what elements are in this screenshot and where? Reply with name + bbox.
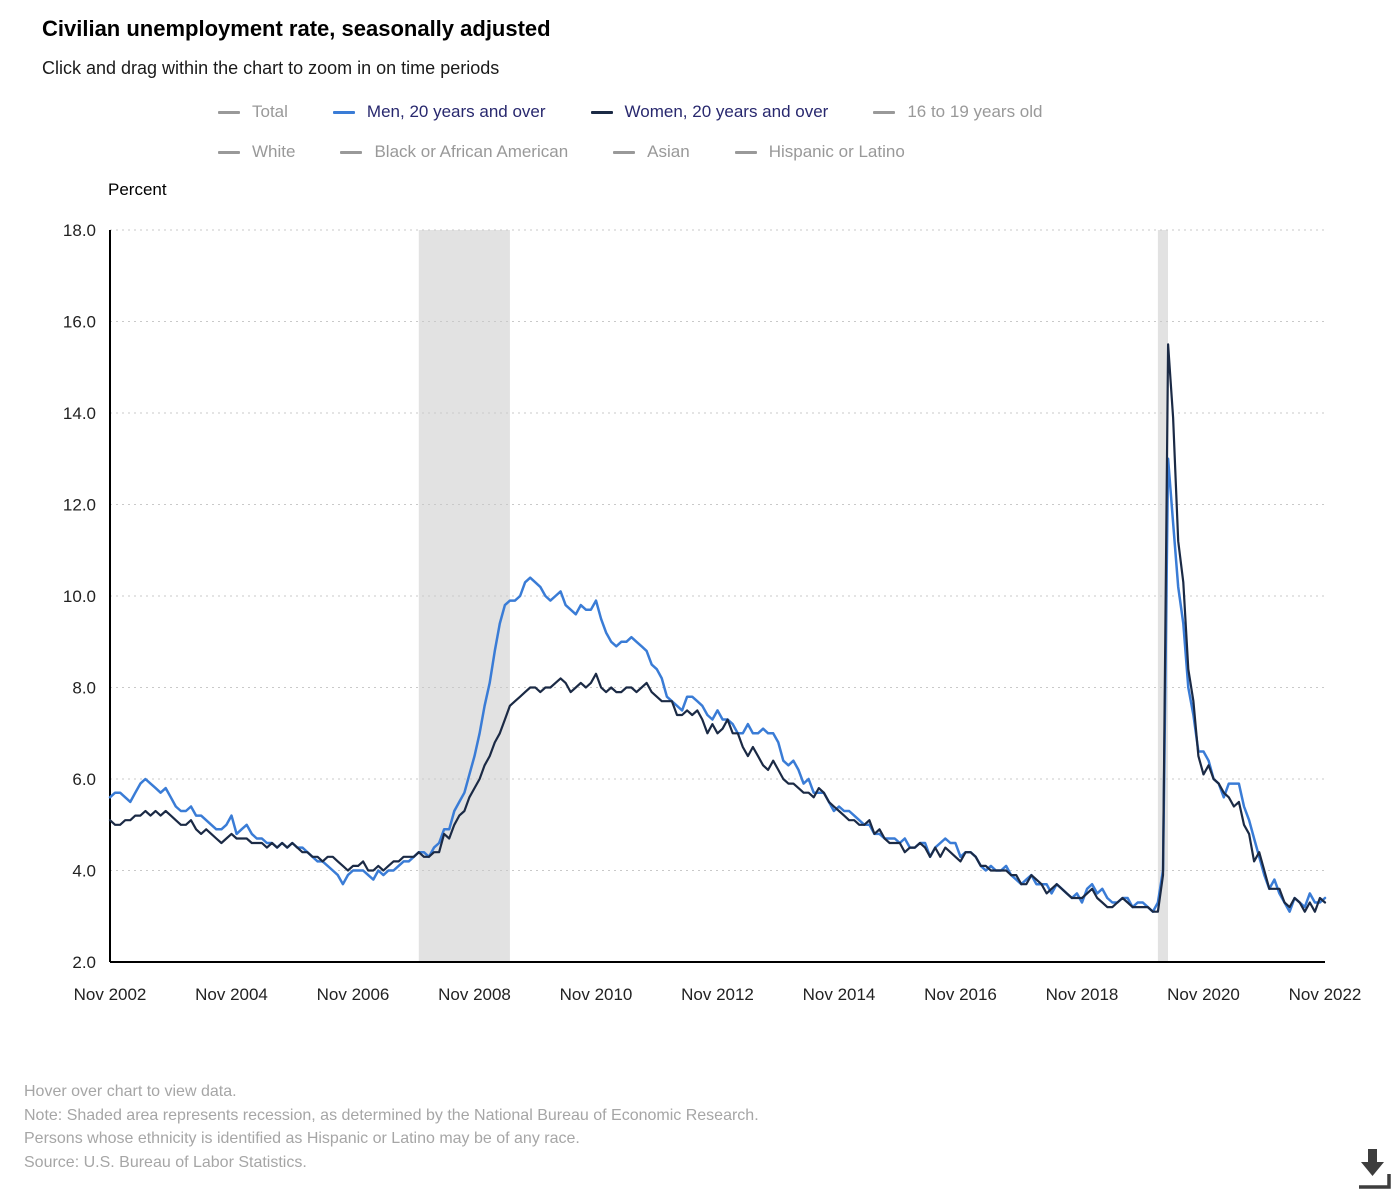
legend-label-hispanic-or-latino: Hispanic or Latino xyxy=(768,142,905,161)
y-tick-label: 16.0 xyxy=(63,313,96,332)
legend-swatch-16-to-19 xyxy=(873,110,896,114)
legend-label-white: White xyxy=(252,142,296,161)
note-hover: Hover over chart to view data. xyxy=(24,1083,237,1100)
x-tick-label: Nov 2006 xyxy=(317,985,390,1004)
x-tick-label: Nov 2004 xyxy=(195,985,268,1004)
x-tick-label: Nov 2012 xyxy=(681,985,754,1004)
note-ethnicity: Persons whose ethnicity is identified as… xyxy=(24,1130,580,1147)
legend-swatch-black-or-african-american xyxy=(340,150,363,154)
legend-label-16-to-19: 16 to 19 years old xyxy=(907,102,1043,121)
legend-item-hispanic-or-latino[interactable]: Hispanic or Latino xyxy=(734,142,905,162)
legend-item-16-to-19[interactable]: 16 to 19 years old xyxy=(873,102,1042,122)
chart-title: Civilian unemployment rate, seasonally a… xyxy=(42,16,551,41)
legend-item-total[interactable]: Total xyxy=(218,102,288,122)
x-tick-label: Nov 2014 xyxy=(803,985,876,1004)
legend-item-men-20-plus[interactable]: Men, 20 years and over xyxy=(332,102,546,122)
y-tick-label: 8.0 xyxy=(72,679,96,698)
legend-label-men-20-plus: Men, 20 years and over xyxy=(366,102,546,121)
y-tick-label: 2.0 xyxy=(72,953,96,972)
legend-swatch-men-20-plus xyxy=(332,110,355,114)
x-tick-label: Nov 2002 xyxy=(74,985,147,1004)
legend-item-white[interactable]: White xyxy=(218,142,295,162)
note-recession: Note: Shaded area represents recession, … xyxy=(24,1106,759,1124)
note-source: Source: U.S. Bureau of Labor Statistics. xyxy=(24,1153,307,1171)
y-tick-label: 14.0 xyxy=(63,404,96,423)
legend-label-women-20-plus: Women, 20 years and over xyxy=(624,102,829,121)
download-button[interactable] xyxy=(1352,1144,1396,1194)
legend-swatch-asian xyxy=(613,150,636,154)
legend-label-total: Total xyxy=(252,102,288,121)
y-tick-label: 10.0 xyxy=(63,587,96,606)
legend-swatch-total xyxy=(218,110,240,114)
legend-item-asian[interactable]: Asian xyxy=(613,142,690,162)
x-tick-label: Nov 2010 xyxy=(560,985,633,1004)
legend: Total Men, 20 years and over Women, 20 y… xyxy=(218,102,1338,162)
legend-item-women-20-plus[interactable]: Women, 20 years and over xyxy=(590,102,829,122)
legend-swatch-women-20-plus xyxy=(590,110,613,114)
y-tick-label: 4.0 xyxy=(72,862,96,881)
series-line-women-20-plus xyxy=(108,343,1327,913)
x-tick-label: Nov 2022 xyxy=(1289,985,1362,1004)
download-icon xyxy=(1359,1149,1391,1189)
y-axis-title: Percent xyxy=(108,180,167,199)
legend-item-black-or-african-american[interactable]: Black or African American xyxy=(340,142,568,162)
recession-band xyxy=(1157,230,1168,962)
y-tick-label: 12.0 xyxy=(63,496,96,515)
legend-label-asian: Asian xyxy=(647,142,690,161)
x-tick-label: Nov 2018 xyxy=(1046,985,1119,1004)
x-tick-label: Nov 2016 xyxy=(924,985,997,1004)
x-tick-label: Nov 2008 xyxy=(438,985,511,1004)
y-tick-label: 6.0 xyxy=(72,770,96,789)
chart-subtitle: Click and drag within the chart to zoom … xyxy=(42,58,500,78)
x-tick-label: Nov 2020 xyxy=(1167,985,1240,1004)
legend-swatch-white xyxy=(218,150,240,154)
footer-notes: Hover over chart to view data. Note: Sha… xyxy=(24,1080,759,1174)
legend-swatch-hispanic-or-latino xyxy=(734,150,757,154)
legend-label-black-or-african-american: Black or African American xyxy=(374,142,569,161)
y-tick-label: 18.0 xyxy=(63,221,96,240)
